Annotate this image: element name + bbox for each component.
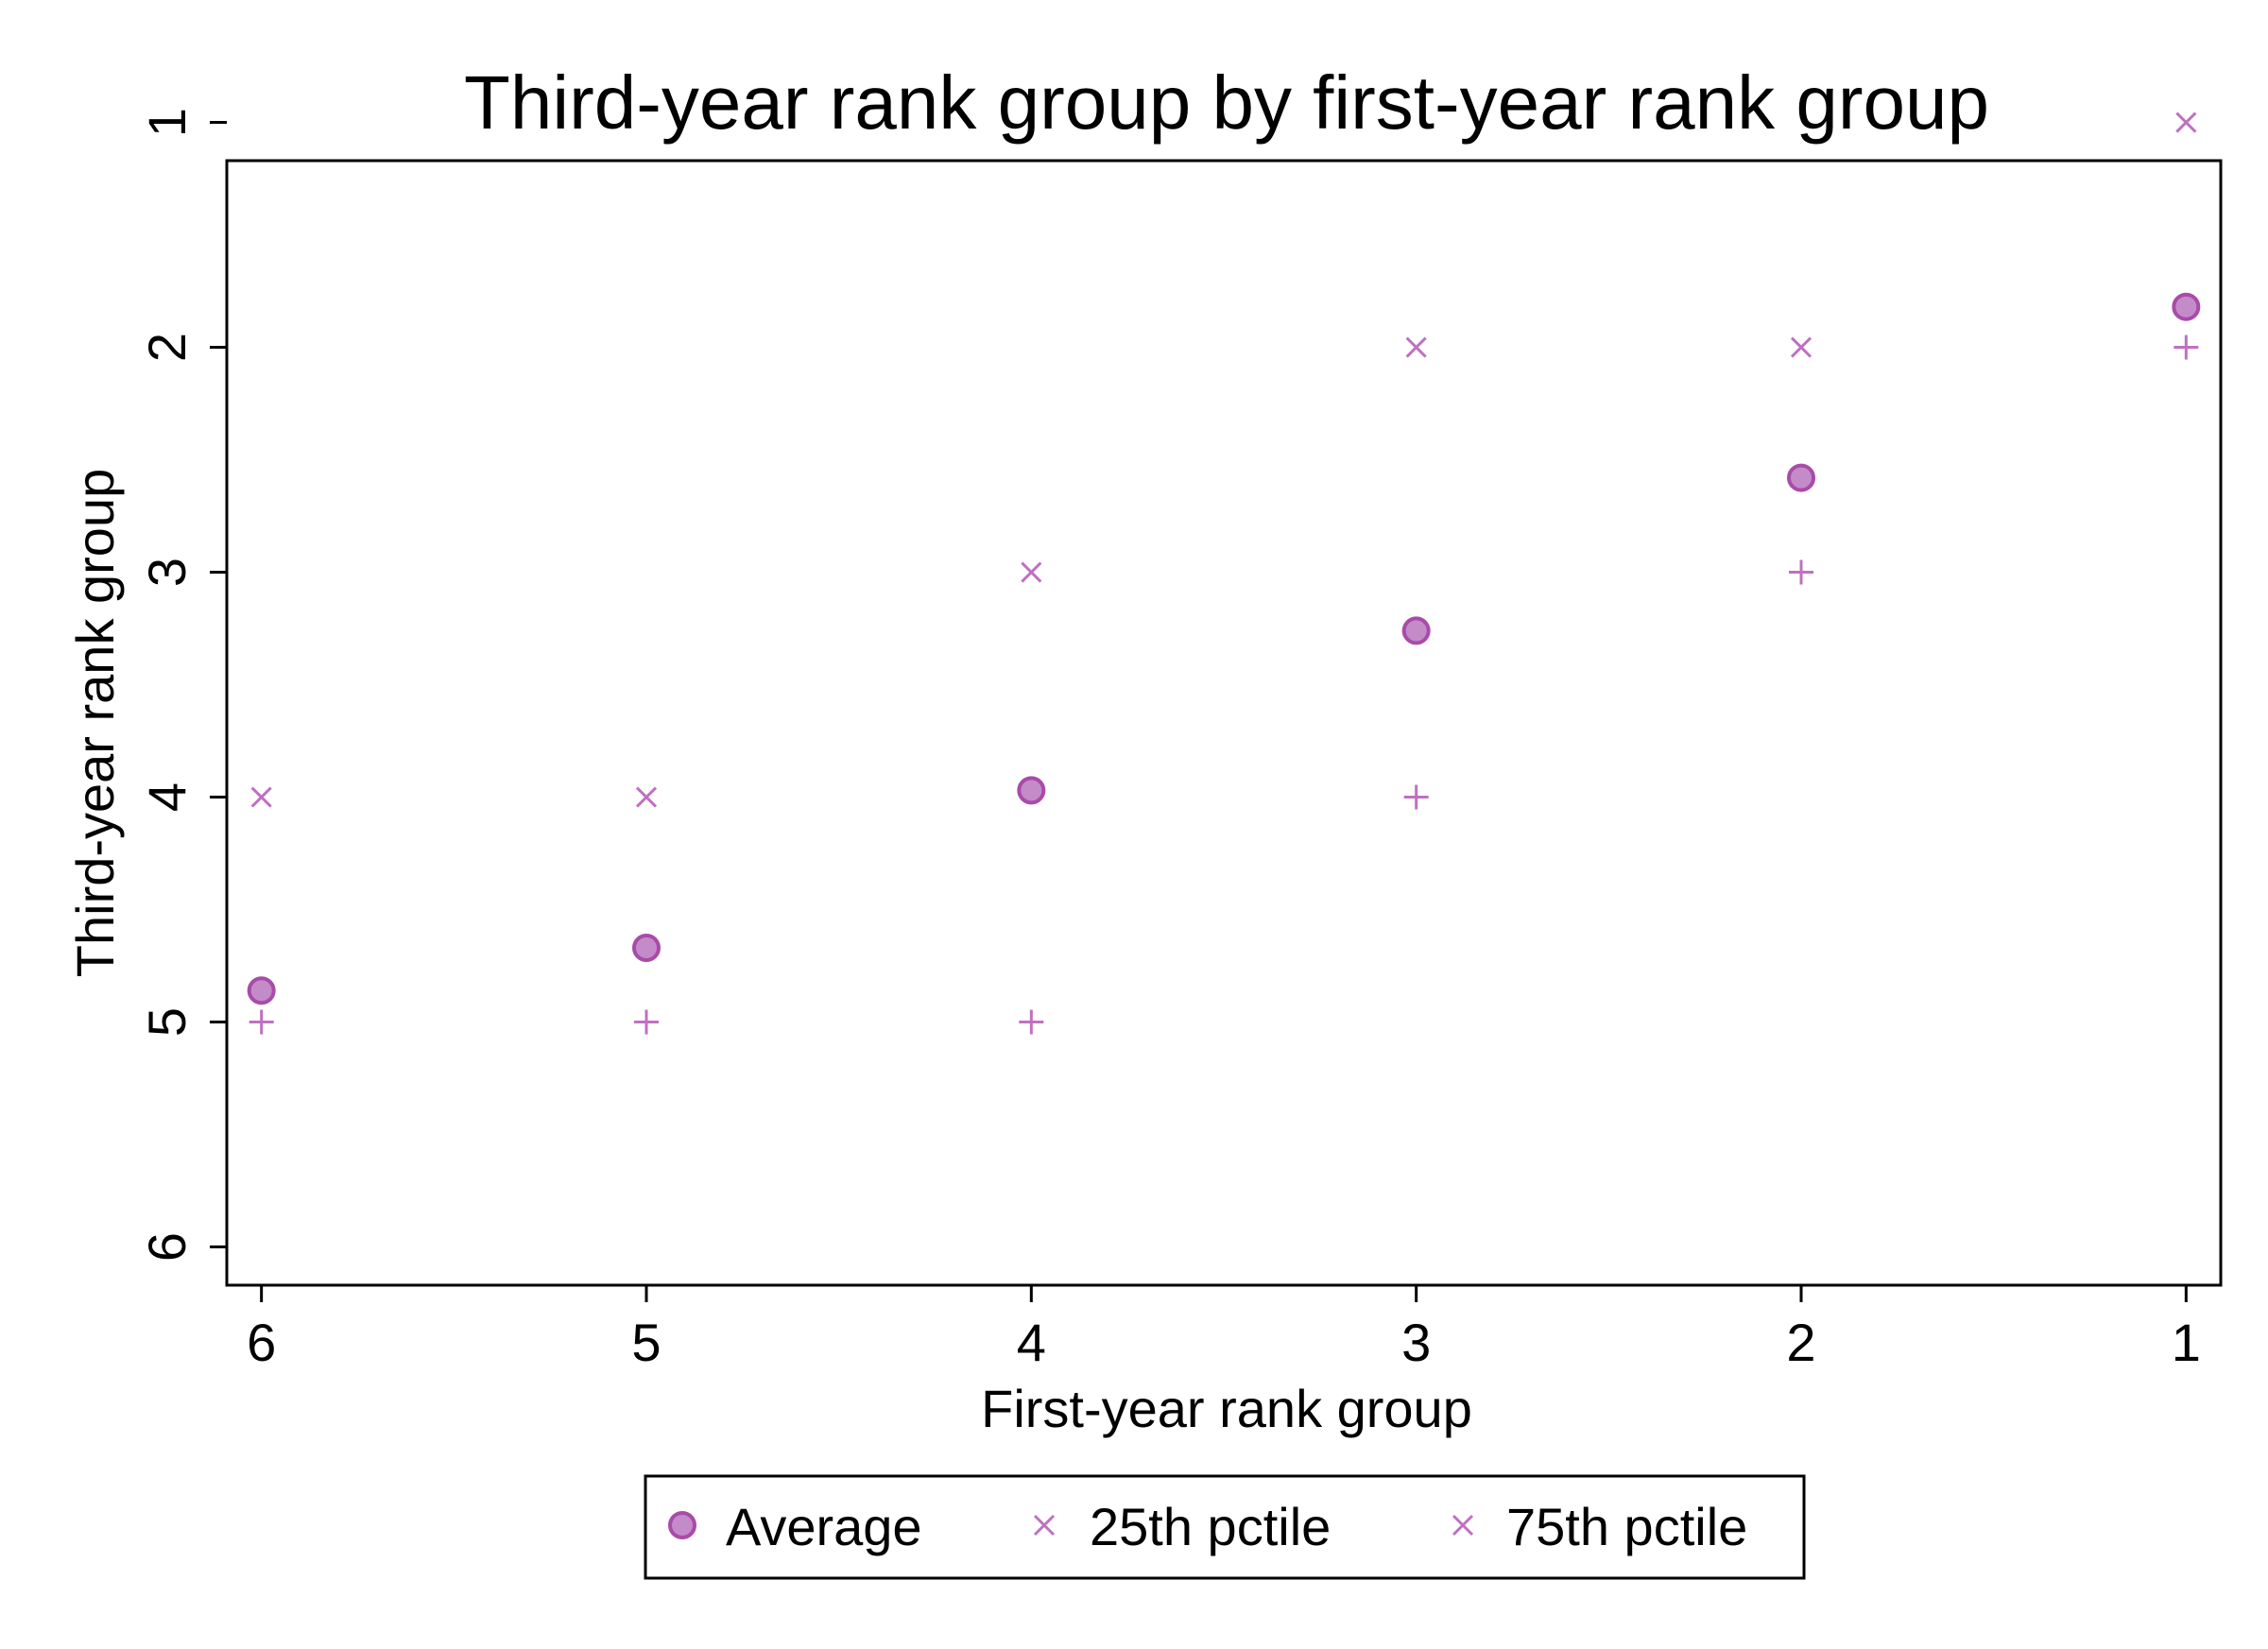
x-tick-label: 2 xyxy=(1786,1313,1815,1372)
point-average xyxy=(1017,776,1046,805)
point-average xyxy=(247,976,276,1005)
point-25th-pctile xyxy=(635,786,658,808)
point-75th-pctile xyxy=(1789,559,1814,585)
x-tick-label: 5 xyxy=(631,1313,661,1372)
legend-items: Average 25th pctile 75th pctile xyxy=(668,1497,1747,1556)
y-axis: 1 2 3 4 5 6 xyxy=(137,108,227,1262)
point-75th-pctile xyxy=(1019,1009,1044,1035)
y-tick-label: 4 xyxy=(137,782,197,812)
legend-label: Average xyxy=(726,1497,922,1556)
legend-marker xyxy=(668,1511,696,1539)
point-25th-pctile xyxy=(250,786,272,808)
x-tick-label: 1 xyxy=(2172,1313,2201,1372)
point-25th-pctile xyxy=(1405,336,1427,358)
legend-frame xyxy=(644,1474,1806,1580)
x-tick-label: 6 xyxy=(247,1313,276,1372)
x-tick-label: 4 xyxy=(1017,1313,1046,1372)
point-75th-pctile xyxy=(633,1009,659,1035)
plot-markers xyxy=(247,112,2201,1035)
y-tick-label: 6 xyxy=(137,1232,197,1262)
legend-marker xyxy=(1033,1514,1056,1537)
legend-label: 25th pctile xyxy=(1090,1497,1331,1556)
y-tick-label: 2 xyxy=(137,333,197,362)
x-tick-label: 3 xyxy=(1401,1313,1431,1372)
point-25th-pctile xyxy=(1790,336,1813,358)
point-average xyxy=(1787,463,1816,492)
point-average xyxy=(1401,616,1431,645)
plot-area-frame xyxy=(225,159,2223,1287)
y-tick-label: 1 xyxy=(137,108,197,137)
x-axis: 6 5 4 3 2 1 xyxy=(247,1285,2201,1372)
chart-title: Third-year rank group by first-year rank… xyxy=(464,60,1989,145)
legend-marker xyxy=(1452,1514,1474,1537)
legend-label: 75th pctile xyxy=(1506,1497,1747,1556)
y-tick-label: 3 xyxy=(137,558,197,587)
point-25th-pctile xyxy=(2175,112,2197,133)
point-75th-pctile xyxy=(249,1009,274,1035)
point-average xyxy=(2172,292,2201,321)
y-tick-label: 5 xyxy=(137,1007,197,1037)
point-75th-pctile xyxy=(1403,784,1429,810)
point-average xyxy=(631,934,661,962)
x-axis-label: First-year rank group xyxy=(981,1379,1472,1438)
legend: Average 25th pctile 75th pctile xyxy=(644,1474,1806,1580)
y-axis-label: Third-year rank group xyxy=(65,469,125,977)
point-75th-pctile xyxy=(2174,335,2199,360)
point-25th-pctile xyxy=(1021,561,1042,583)
